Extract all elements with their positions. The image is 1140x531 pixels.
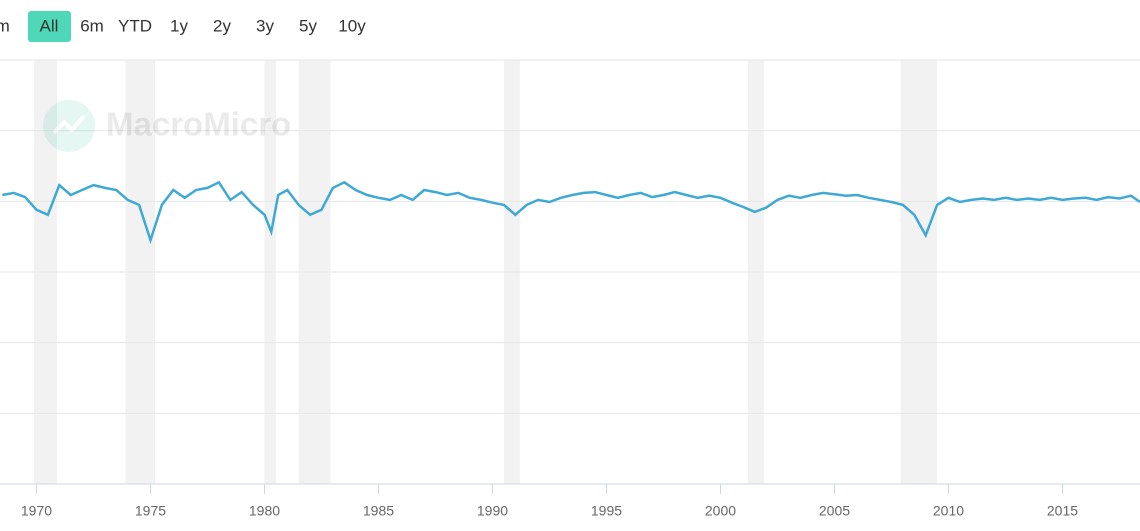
x-tick-label: 1995 [591, 503, 622, 519]
range-button[interactable]: 3y [256, 16, 274, 35]
x-tick-label: 1980 [249, 503, 280, 519]
x-tick-label: 2015 [1047, 503, 1078, 519]
x-tick-label: 2005 [819, 503, 850, 519]
active-button-bg [28, 11, 71, 42]
x-tick-label: 1970 [21, 503, 52, 519]
watermark-logo [43, 100, 95, 152]
x-tick-label: 1985 [363, 503, 394, 519]
x-tick-label: 2000 [705, 503, 736, 519]
range-button[interactable]: 3m [0, 16, 10, 35]
data-line [2, 180, 1140, 245]
range-button[interactable]: YTD [118, 16, 152, 35]
range-button[interactable]: 1y [170, 16, 188, 35]
range-button[interactable]: 2y [213, 16, 231, 35]
x-tick-label: 1990 [477, 503, 508, 519]
x-tick-label: 1975 [135, 503, 166, 519]
range-button[interactable]: 5y [299, 16, 317, 35]
x-tick-label: 2010 [933, 503, 964, 519]
watermark: MacroMicro [106, 106, 291, 143]
range-button[interactable]: 10y [338, 16, 366, 35]
range-button[interactable]: All [40, 16, 59, 35]
range-button[interactable]: 6m [80, 16, 104, 35]
